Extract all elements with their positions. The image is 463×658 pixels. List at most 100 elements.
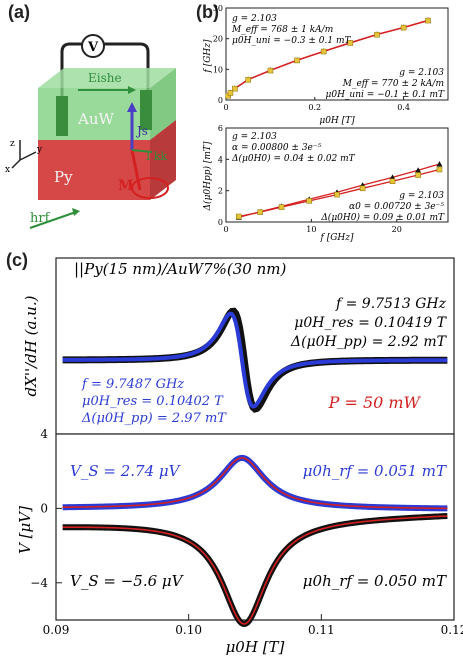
annotation-alpha: α = 0.00800 ± 3e⁻⁵	[232, 143, 322, 153]
data-point-square	[436, 166, 443, 173]
y-tick-label: 4	[218, 155, 223, 164]
hrf-blue: μ0h_rf = 0.051 mT	[303, 462, 447, 480]
auw-top-face	[38, 68, 176, 88]
y-tick-label: 0	[40, 501, 48, 515]
plot-frame	[225, 127, 449, 223]
y-tick-label: 0	[218, 218, 223, 227]
black-freq: f = 9.7513 GHz	[335, 296, 447, 312]
annotation-g2: g = 2.103	[399, 191, 444, 201]
data-point-square	[227, 90, 234, 96]
data-point-triangle	[436, 161, 443, 167]
y-tick-label: 6	[218, 124, 223, 133]
auw-label: AuW	[77, 110, 114, 128]
hrf-black: μ0h_rf = 0.050 mT	[303, 572, 447, 590]
data-point-square	[306, 198, 312, 204]
panel-label-c: (c)	[6, 250, 28, 270]
annotation-dh0: Δ(μ0H0) = 0.04 ± 0.02 mT	[231, 153, 356, 164]
power-label: P = 50 mW	[328, 393, 422, 412]
voltage-fit-black	[62, 515, 448, 625]
data-point-square	[267, 67, 274, 74]
voltmeter-label: V	[87, 40, 99, 55]
wire-left	[60, 42, 82, 100]
data-point-square	[257, 209, 263, 215]
annotation-g: g = 2.103	[232, 14, 277, 24]
data-point-square	[232, 85, 238, 92]
hrf-label: hrf	[30, 211, 51, 226]
linewidth-vs-frequency-chart: 0 10 20 0 2 4 6 Δ(μ0Hpp) [mT] f [GHz] g = 2.10…	[202, 124, 449, 242]
kk-label: I kk	[146, 150, 168, 163]
data-point-square	[389, 178, 396, 185]
x-tick-label: 0.12	[441, 623, 463, 637]
axis-x-label: x	[5, 165, 10, 175]
fmr-curve-blue	[62, 311, 448, 409]
data-point-square	[359, 185, 366, 192]
kk-arrow	[131, 149, 153, 153]
device-schematic: V Eishe AuW Py Js M I kk hrf z y x	[5, 34, 176, 229]
wire-right	[104, 42, 150, 95]
data-point-triangle	[389, 174, 396, 180]
py-front-face	[38, 140, 150, 200]
x-tick-label: 0	[223, 103, 228, 112]
bottom-x-axis-label: μ0H [T]	[226, 638, 285, 656]
frequency-vs-field-chart: 0 0.2 0.4 0 10 20 30 f [GHz] μ0H [T] g = 2.103…	[203, 4, 449, 125]
y-axis	[19, 151, 37, 161]
data-point-triangle	[415, 167, 422, 173]
annotation-alpha2: α0 = 0.00720 ± 3e⁻⁵	[349, 202, 444, 212]
annotation-huni: μ0H_uni = −0.3 ± 0.1 mT	[232, 36, 351, 46]
blue-freq: f = 9.7487 GHz	[81, 377, 184, 392]
blue-dhpp: Δ(μ0H_pp) = 2.97 mT	[81, 411, 227, 426]
annotation-dh0-2: Δ(μ0H0) = 0.09 ± 0.01 mT	[320, 212, 445, 223]
x-axis-label: f [GHz]	[320, 233, 354, 242]
annotation-huni2: μ0H_uni = −0.1 ± 0.1 mT	[326, 90, 445, 100]
left-contact	[56, 96, 68, 136]
annotation-g: g = 2.103	[232, 132, 277, 142]
data-point-square	[245, 77, 251, 83]
y-tick-label: −4	[30, 576, 48, 590]
py-side-face	[150, 120, 176, 200]
annotation-meff: M_eff = 768 ± 1 kA/m	[231, 25, 333, 35]
vs-black: V_S = −5.6 μV	[70, 572, 185, 590]
x-tick-label: 0	[223, 225, 228, 234]
voltage-fit-blue	[62, 457, 448, 510]
x-tick-label: 0.10	[175, 623, 202, 637]
data-point-square	[425, 17, 431, 24]
annotation-meff2: M_eff = 770 ± 2 kA/m	[342, 79, 444, 89]
top-y-axis-label: dX''/dH (a.u.)	[22, 295, 40, 396]
voltmeter-icon	[81, 34, 105, 58]
y-tick-label: 0	[218, 96, 223, 105]
data-point-square	[236, 213, 242, 220]
fmr-and-voltage-chart: 0.09 0.10 0.11 0.12 4 0 −4 ||Py(15 nm)/AuW7%(3…	[16, 257, 463, 656]
x-tick-label: 0.09	[43, 623, 70, 637]
m-label: M	[118, 178, 134, 194]
data-point-square	[278, 204, 285, 210]
annotation-g2: g = 2.103	[399, 68, 444, 78]
y-axis-label: f [GHz]	[203, 39, 213, 73]
y-tick-label: 20	[213, 35, 223, 44]
axis-z-label: z	[10, 139, 15, 149]
black-hres: μ0H_res = 0.10419 T	[294, 315, 447, 331]
m-arrow	[130, 149, 142, 191]
data-point-square	[415, 172, 421, 178]
y-tick-label: 30	[213, 4, 223, 13]
sample-title: ||Py(15 nm)/AuW7%(30 nm)	[74, 260, 286, 278]
precession-ellipse	[131, 177, 169, 199]
plot-frame	[225, 7, 449, 101]
x-tick-label: 0.11	[308, 623, 335, 637]
data-point-square	[294, 57, 300, 64]
x-tick-label: 0.2	[308, 103, 321, 112]
vs-blue: V_S = 2.74 μV	[70, 462, 182, 480]
y-tick-label: 10	[213, 65, 223, 74]
data-point-square	[400, 24, 407, 31]
hrf-arrow	[29, 211, 77, 229]
auw-side-face	[150, 68, 176, 140]
data-point-square	[347, 40, 354, 46]
x-axis-label: μ0H [T]	[319, 116, 355, 125]
data-point-square	[374, 31, 380, 38]
black-dhpp: Δ(μ0H_pp) = 2.92 mT	[290, 334, 448, 350]
bottom-y-axis-label: V [μV]	[16, 506, 34, 554]
py-label: Py	[54, 168, 73, 186]
x-tick-label: 20	[392, 225, 402, 234]
y-tick-label: 2	[218, 187, 223, 196]
x-axis	[11, 159, 21, 169]
y-tick-label: 4	[40, 427, 48, 441]
